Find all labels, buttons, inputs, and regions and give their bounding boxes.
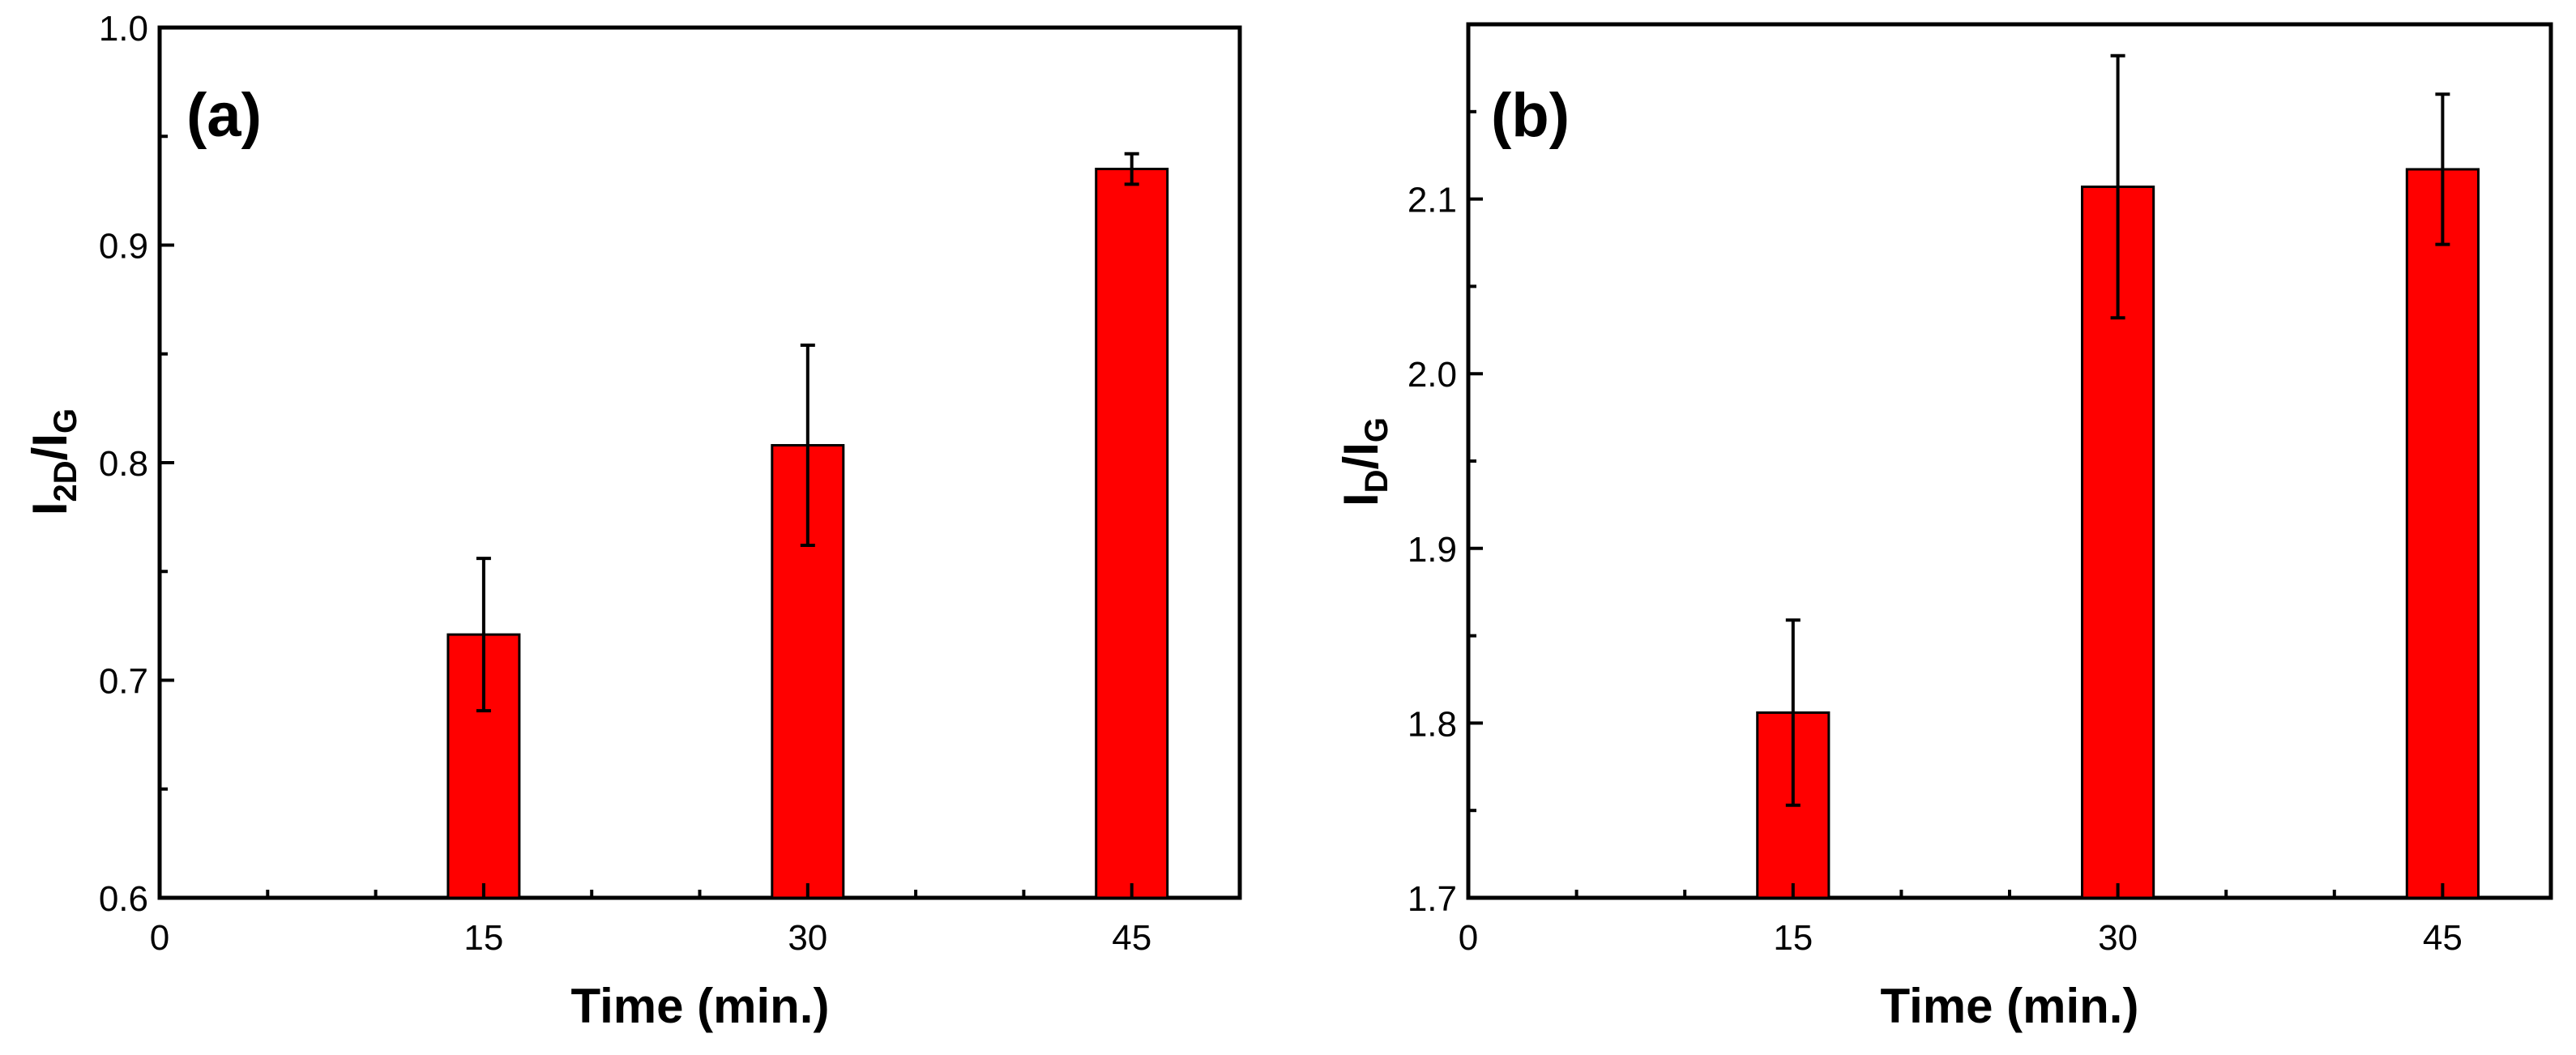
y-axis-title: ID/IG bbox=[1334, 417, 1395, 506]
bars bbox=[446, 152, 1169, 899]
y-tick-label: 0.8 bbox=[99, 444, 148, 484]
y-tick-label: 2.1 bbox=[1408, 181, 1457, 220]
y-tick-label: 0.6 bbox=[99, 879, 148, 919]
y-tick-label: 1.0 bbox=[99, 9, 148, 49]
y-title-mid: /I bbox=[23, 434, 77, 460]
plot-frame bbox=[157, 25, 1242, 900]
y-axis-title: I2D/IG bbox=[23, 408, 83, 515]
y-title-sub1: D bbox=[1359, 469, 1395, 493]
ticks: 0 15 30 45 1.7 1.8 1.9 2.0 2.1 bbox=[1408, 109, 2463, 958]
ticks: 0 15 30 45 0.6 0.7 0.8 0.9 1.0 bbox=[99, 9, 1151, 958]
y-title-mid: /I bbox=[1334, 442, 1388, 469]
x-axis-title: Time (min.) bbox=[571, 979, 830, 1033]
panel-label-a: (a) bbox=[186, 81, 262, 150]
x-tick-label: 30 bbox=[788, 918, 827, 958]
y-title-sub2: G bbox=[1359, 417, 1395, 442]
y-tick-label: 0.7 bbox=[99, 662, 148, 702]
x-tick-label: 15 bbox=[1773, 918, 1813, 958]
x-axis-title: Time (min.) bbox=[1881, 979, 2139, 1033]
plot-frame bbox=[1466, 22, 2553, 900]
x-tick-label: 0 bbox=[150, 918, 169, 958]
bars bbox=[1756, 53, 2480, 899]
y-title-base: I bbox=[1334, 493, 1388, 506]
y-tick-label: 1.7 bbox=[1408, 879, 1457, 919]
x-tick-label: 0 bbox=[1459, 918, 1478, 958]
y-title-sub1: 2D bbox=[48, 460, 83, 502]
y-title-sub2: G bbox=[48, 408, 83, 434]
panel-label-b: (b) bbox=[1491, 81, 1570, 150]
y-tick-label: 1.9 bbox=[1408, 530, 1457, 570]
x-tick-label: 45 bbox=[1112, 918, 1151, 958]
bar bbox=[2405, 168, 2480, 899]
x-tick-label: 15 bbox=[464, 918, 503, 958]
x-tick-label: 30 bbox=[2098, 918, 2138, 958]
y-tick-label: 1.8 bbox=[1408, 704, 1457, 744]
y-tick-label: 2.0 bbox=[1408, 355, 1457, 395]
x-tick-label: 45 bbox=[2423, 918, 2463, 958]
panel-a: 0 15 30 45 0.6 0.7 0.8 0.9 1.0 (a) Time (min.) I… bbox=[23, 9, 1242, 1033]
panel-b: 0 15 30 45 1.7 1.8 1.9 2.0 2.1 (b) Time (min.) I… bbox=[1334, 22, 2553, 1033]
y-tick-label: 0.9 bbox=[99, 227, 148, 267]
bar bbox=[1095, 168, 1169, 899]
y-title-base: I bbox=[23, 502, 77, 515]
